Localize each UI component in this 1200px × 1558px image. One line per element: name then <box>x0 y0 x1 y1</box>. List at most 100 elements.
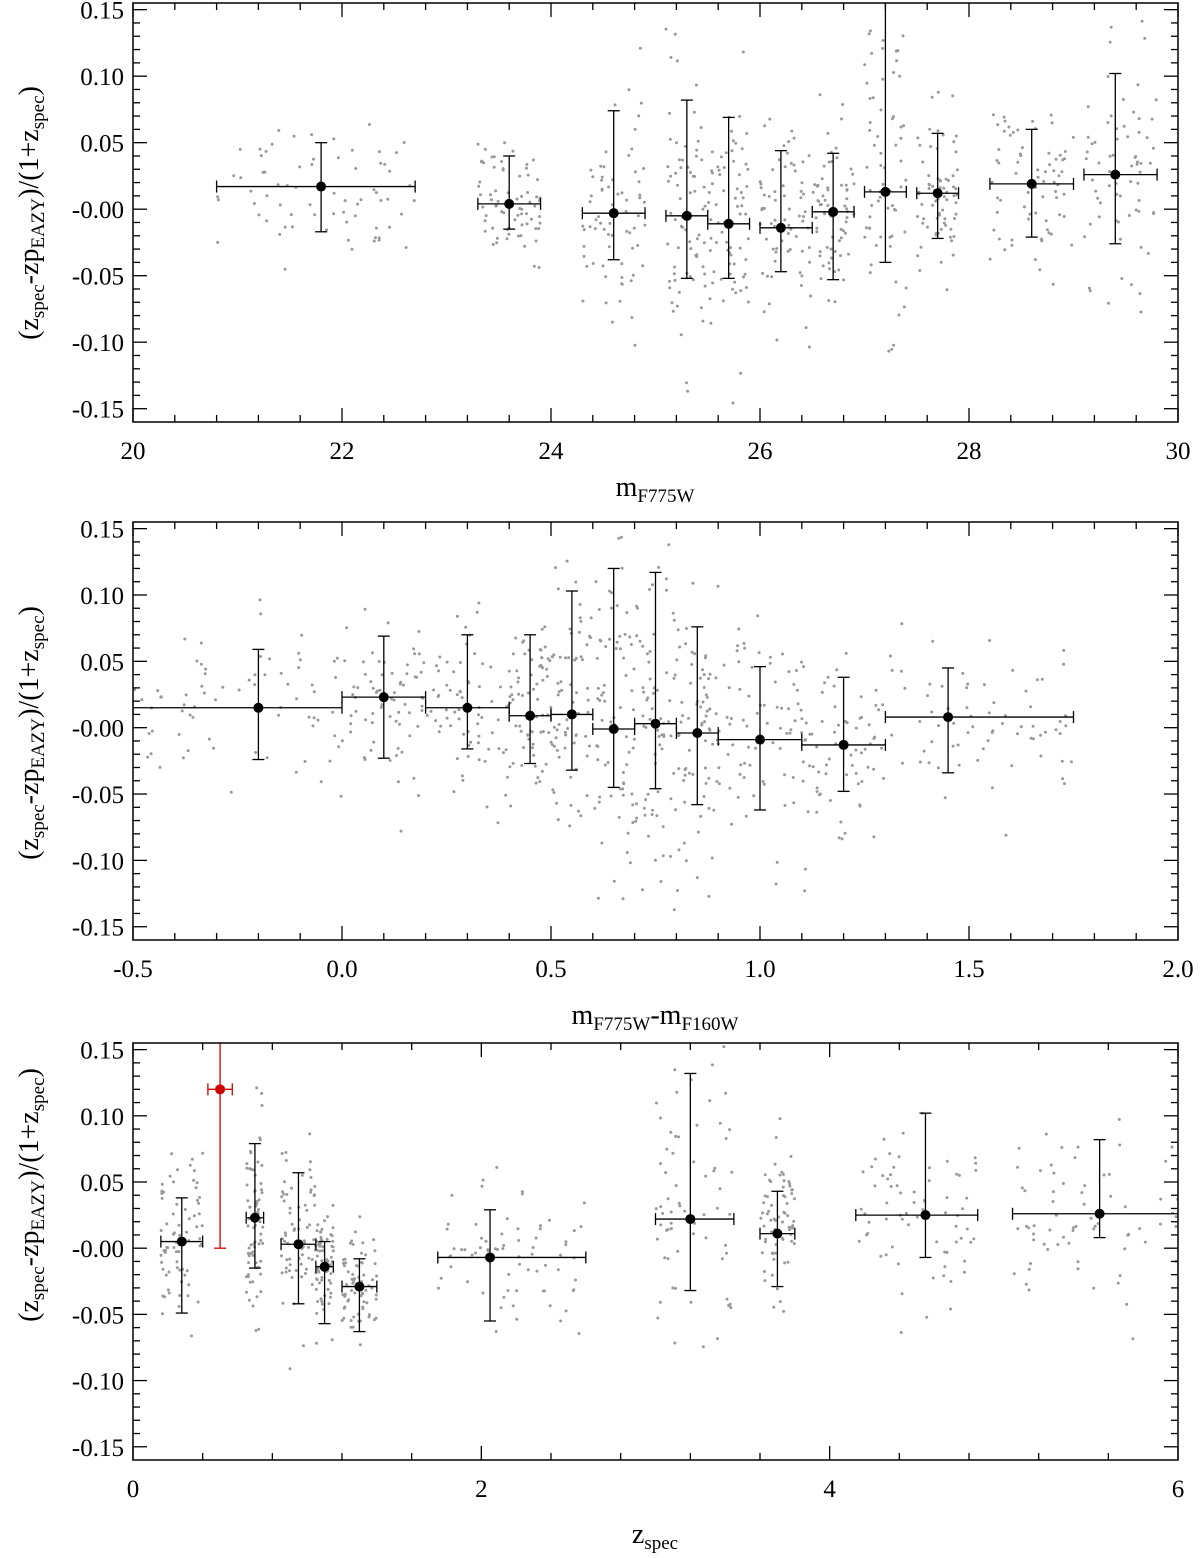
scatter-point <box>1062 648 1066 652</box>
scatter-point <box>837 239 841 243</box>
scatter-point <box>245 1183 249 1187</box>
scatter-point <box>1108 154 1112 158</box>
y-tick-label: -0.10 <box>72 848 124 875</box>
scatter-point <box>654 1207 658 1211</box>
scatter-point <box>483 759 487 763</box>
scatter-point <box>367 123 371 126</box>
scatter-point <box>774 250 778 254</box>
scatter-point <box>281 1190 284 1194</box>
scatter-point <box>268 657 271 661</box>
scatter-point <box>929 145 933 148</box>
scatter-point <box>1143 36 1147 40</box>
scatter-point <box>1127 214 1131 217</box>
scatter-point <box>666 1228 670 1232</box>
scatter-point <box>480 716 484 719</box>
scatter-point <box>257 1198 261 1202</box>
x-tick-label: 22 <box>330 438 355 465</box>
scatter-point <box>780 1170 784 1174</box>
binned-point <box>215 142 416 233</box>
binned-point <box>989 128 1075 238</box>
scatter-point <box>802 215 805 218</box>
scatter-point <box>845 721 849 725</box>
scatter-point <box>1019 725 1023 729</box>
scatter-point <box>629 279 633 283</box>
x-tick-label: 0.0 <box>326 956 357 983</box>
scatter-point <box>694 83 698 87</box>
scatter-point <box>257 1327 261 1331</box>
scatter-point <box>149 752 153 756</box>
scatter-point <box>775 705 779 709</box>
scatter-point <box>609 794 613 798</box>
y-tick-label: -0.10 <box>72 1369 124 1396</box>
scatter-point <box>873 1157 877 1161</box>
scatter-point <box>521 640 525 644</box>
scatter-point <box>283 1239 287 1243</box>
scatter-point <box>362 1300 366 1304</box>
scatter-point <box>865 165 869 169</box>
scatter-point <box>1140 19 1144 23</box>
scatter-point <box>490 700 494 703</box>
scatter-point <box>1088 289 1092 293</box>
scatter-point <box>707 201 711 204</box>
scatter-point <box>520 212 524 216</box>
scatter-point <box>300 633 304 637</box>
scatter-point <box>872 143 876 147</box>
scatter-point <box>738 687 742 691</box>
scatter-point <box>438 655 442 659</box>
scatter-point <box>815 230 819 234</box>
scatter-point <box>673 265 677 269</box>
scatter-cloud <box>159 1045 1178 1371</box>
scatter-point <box>412 199 416 203</box>
scatter-point <box>951 174 955 178</box>
scatter-point <box>1084 157 1088 161</box>
y-tick-label: 0.10 <box>80 1104 124 1131</box>
scatter-point <box>372 1318 376 1322</box>
scatter-point <box>564 1240 568 1244</box>
scatter-point <box>974 1168 978 1172</box>
scatter-point <box>876 135 880 138</box>
scatter-point <box>258 598 262 602</box>
scatter-point <box>1148 161 1152 165</box>
scatter-point <box>260 1188 264 1192</box>
scatter-point <box>952 721 956 725</box>
scatter-point <box>868 215 872 219</box>
scatter-point <box>833 270 837 274</box>
scatter-point <box>1016 732 1019 736</box>
scatter-point <box>616 192 620 196</box>
scatter-point <box>950 239 954 243</box>
binned-point <box>315 1240 334 1325</box>
scatter-point <box>693 652 697 656</box>
scatter-point <box>277 129 281 132</box>
scatter-point <box>777 158 781 162</box>
scatter-point <box>730 822 734 826</box>
scatter-point <box>578 603 582 606</box>
scatter-point <box>1089 1216 1093 1220</box>
scatter-point <box>619 647 622 651</box>
scatter-point <box>526 173 530 177</box>
scatter-point <box>405 672 409 676</box>
scatter-point <box>639 101 643 105</box>
scatter-point <box>817 199 821 203</box>
scatter-point <box>176 1168 179 1172</box>
scatter-point <box>691 1232 695 1236</box>
scatter-point <box>778 1117 782 1121</box>
scatter-point <box>334 676 338 679</box>
scatter-point <box>826 675 830 679</box>
scatter-point <box>538 1227 542 1231</box>
scatter-point <box>1131 1337 1135 1341</box>
scatter-point <box>1086 135 1090 139</box>
scatter-point <box>1085 150 1089 154</box>
scatter-point <box>759 1216 763 1220</box>
scatter-point <box>530 658 534 662</box>
scatter-point <box>483 219 487 223</box>
scatter-point <box>884 1253 888 1257</box>
scatter-point <box>535 195 539 199</box>
scatter-point <box>773 680 777 684</box>
scatter-point <box>821 264 825 268</box>
scatter-point <box>844 220 848 224</box>
scatter-point <box>638 639 642 643</box>
scatter-point <box>547 731 551 735</box>
scatter-point <box>496 718 500 722</box>
scatter-point <box>815 184 819 188</box>
scatter-point <box>494 1330 498 1333</box>
